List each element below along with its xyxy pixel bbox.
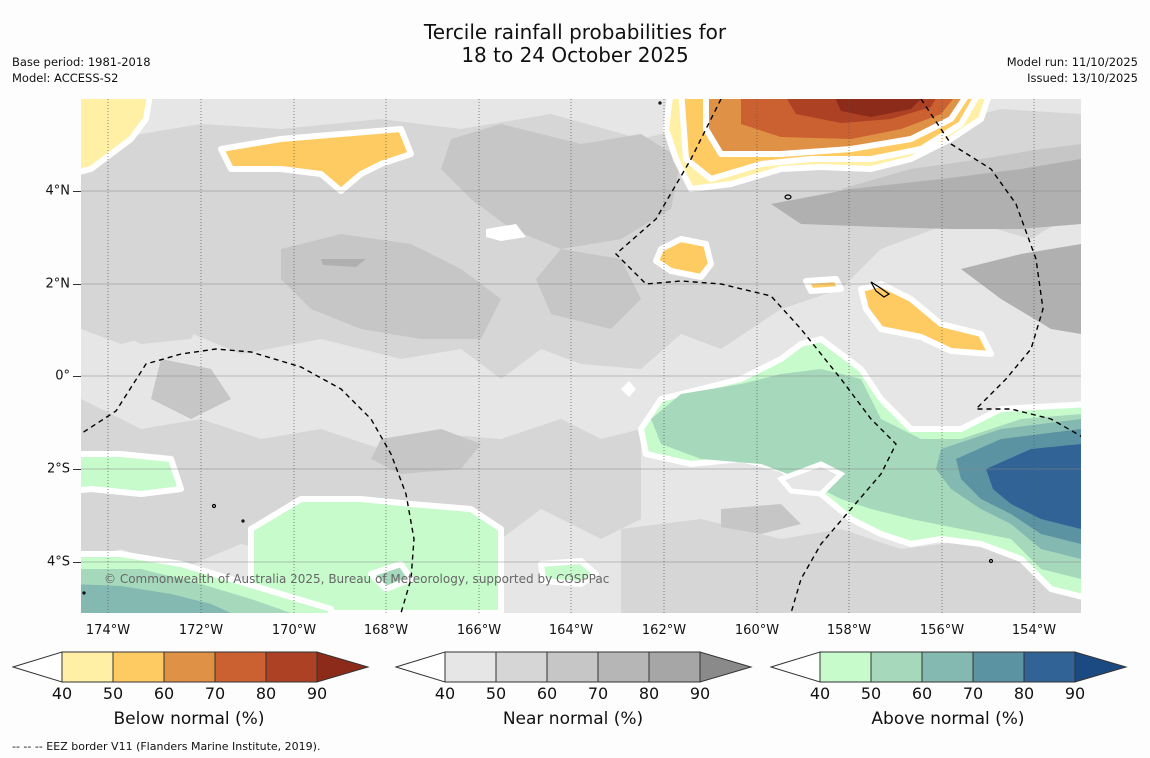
colorbar-above-seg	[870, 651, 923, 683]
colorbar-near-tick: 90	[689, 684, 711, 703]
colorbar-below-label: Below normal (%)	[113, 709, 265, 729]
above-normal-layer	[81, 336, 1081, 613]
colorbar-above-tick: 60	[911, 684, 933, 703]
colorbar-near-tick: 60	[536, 684, 558, 703]
colorbar-below-seg	[214, 651, 267, 683]
below-normal-blob-2n	[653, 236, 714, 280]
white-patch	[486, 224, 526, 241]
colorbar-near-label: Near normal (%)	[502, 709, 644, 729]
colorbar-below-tick: 60	[153, 684, 175, 703]
colorbar-near-arrow-right	[699, 651, 753, 683]
colorbar-below-seg	[61, 651, 114, 683]
above-normal-0-80	[986, 444, 1081, 529]
colorbar-below-tick: 50	[102, 684, 124, 703]
y-tick	[73, 376, 81, 377]
eez-borders	[81, 99, 1081, 613]
below-normal-small-2n	[803, 276, 844, 294]
y-tick	[73, 191, 81, 192]
colorbar-above-tick: 40	[809, 684, 831, 703]
colorbar-above	[770, 651, 1128, 683]
colorbar-near-seg	[648, 651, 701, 683]
above-normal-small	[368, 561, 414, 592]
meta-left: Base period: 1981-2018 Model: ACCESS-S2	[12, 54, 151, 86]
colorbar-above-arrow-right	[1074, 651, 1128, 683]
above-normal-0-50	[651, 369, 1081, 579]
colorbar-below	[12, 651, 370, 683]
colorbar-above-tick: 80	[1013, 684, 1035, 703]
y-tick	[73, 284, 81, 285]
colorbar-below-arrow-left	[12, 651, 63, 683]
colorbar-near	[395, 651, 753, 683]
y-tick-label: 2°N	[45, 276, 71, 292]
x-tick-label: 158°W	[826, 623, 872, 638]
y-tick-label: 4°S	[46, 554, 70, 570]
base-period: Base period: 1981-2018	[12, 55, 151, 69]
model-name: Model: ACCESS-S2	[12, 71, 119, 85]
colorbar-below-arrow-right	[316, 651, 370, 683]
x-tick-label: 168°W	[363, 623, 409, 638]
x-tick-label: 172°W	[178, 623, 224, 638]
latitude-gridlines	[81, 190, 1081, 563]
colorbar-above-seg	[1023, 651, 1076, 683]
colorbar-above-seg	[921, 651, 974, 683]
colorbar-near-tick: 70	[587, 684, 609, 703]
below-normal-nw-40	[81, 99, 153, 175]
colorbar-near-seg	[597, 651, 650, 683]
model-run: Model run: 11/10/2025	[1006, 55, 1138, 69]
colorbar-above-seg	[972, 651, 1025, 683]
x-tick-label: 170°W	[271, 623, 317, 638]
y-tick-label: 0°	[55, 368, 70, 384]
title-line1: Tercile rainfall probabilities for	[423, 20, 727, 44]
colorbar-near-tick: 80	[638, 684, 660, 703]
colorbar-below-tick: 80	[255, 684, 277, 703]
colorbar-near-seg	[546, 651, 599, 683]
y-tick	[73, 562, 81, 563]
colorbar-above-label: Above normal (%)	[871, 709, 1025, 729]
white-patch	[621, 381, 636, 397]
colorbar-near-tick: 40	[434, 684, 456, 703]
x-tick-label: 162°W	[641, 623, 687, 638]
map-credit: © Commonwealth of Australia 2025, Bureau…	[104, 572, 610, 586]
colorbar-above-arrow-left	[770, 651, 821, 683]
colorbar-near-seg	[495, 651, 548, 683]
y-tick-label: 4°N	[45, 183, 71, 199]
colorbar-near-seg	[444, 651, 497, 683]
colorbar-above-tick: 90	[1064, 684, 1086, 703]
white-patch	[776, 461, 846, 497]
below-normal-layer	[81, 99, 994, 357]
colorbar-above-seg	[819, 651, 872, 683]
rainfall-map	[81, 99, 1081, 613]
issued-date: Issued: 13/10/2025	[1027, 71, 1138, 85]
meta-right: Model run: 11/10/2025 Issued: 13/10/2025	[1007, 54, 1138, 86]
colorbar-above-tick: 50	[860, 684, 882, 703]
below-normal-n-50	[218, 126, 414, 194]
below-normal-east-2n	[858, 281, 994, 357]
above-normal-s-40	[248, 496, 504, 613]
x-tick-label: 160°W	[734, 623, 780, 638]
colorbar-below-seg	[112, 651, 165, 683]
above-normal-s-40b	[538, 558, 599, 587]
colorbar-near-tick: 50	[485, 684, 507, 703]
colorbar-below-tick: 70	[204, 684, 226, 703]
colorbar-below-tick: 40	[51, 684, 73, 703]
x-tick-label: 156°W	[919, 623, 965, 638]
y-tick	[73, 469, 81, 470]
colorbar-below-tick: 90	[306, 684, 328, 703]
eez-footnote: -- -- -- EEZ border V11 (Flanders Marine…	[12, 740, 321, 753]
colorbar-below-seg	[163, 651, 216, 683]
above-normal-sw2-60	[81, 584, 231, 613]
x-tick-label: 166°W	[456, 623, 502, 638]
y-tick-label: 2°S	[46, 461, 70, 477]
above-normal-sw-40	[81, 451, 184, 497]
colorbar-near-arrow-left	[395, 651, 446, 683]
colorbar-above-tick: 70	[962, 684, 984, 703]
title-line2: 18 to 24 October 2025	[461, 43, 689, 67]
x-tick-label: 174°W	[85, 623, 131, 638]
below-normal-ne-90	[835, 99, 921, 117]
near-normal-70-layer	[321, 159, 1081, 334]
colorbar-below-seg	[265, 651, 318, 683]
x-tick-label: 154°W	[1011, 623, 1057, 638]
x-tick-label: 164°W	[548, 623, 594, 638]
islands	[82, 101, 994, 595]
